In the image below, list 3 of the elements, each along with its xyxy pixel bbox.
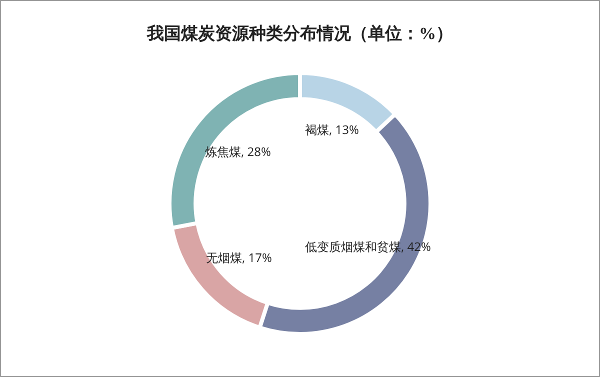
slice-label: 无烟煤, 17% (206, 249, 272, 266)
chart-title: 我国煤炭资源种类分布情况（单位：%） (146, 24, 453, 44)
slice-label: 褐煤, 13% (305, 121, 359, 138)
